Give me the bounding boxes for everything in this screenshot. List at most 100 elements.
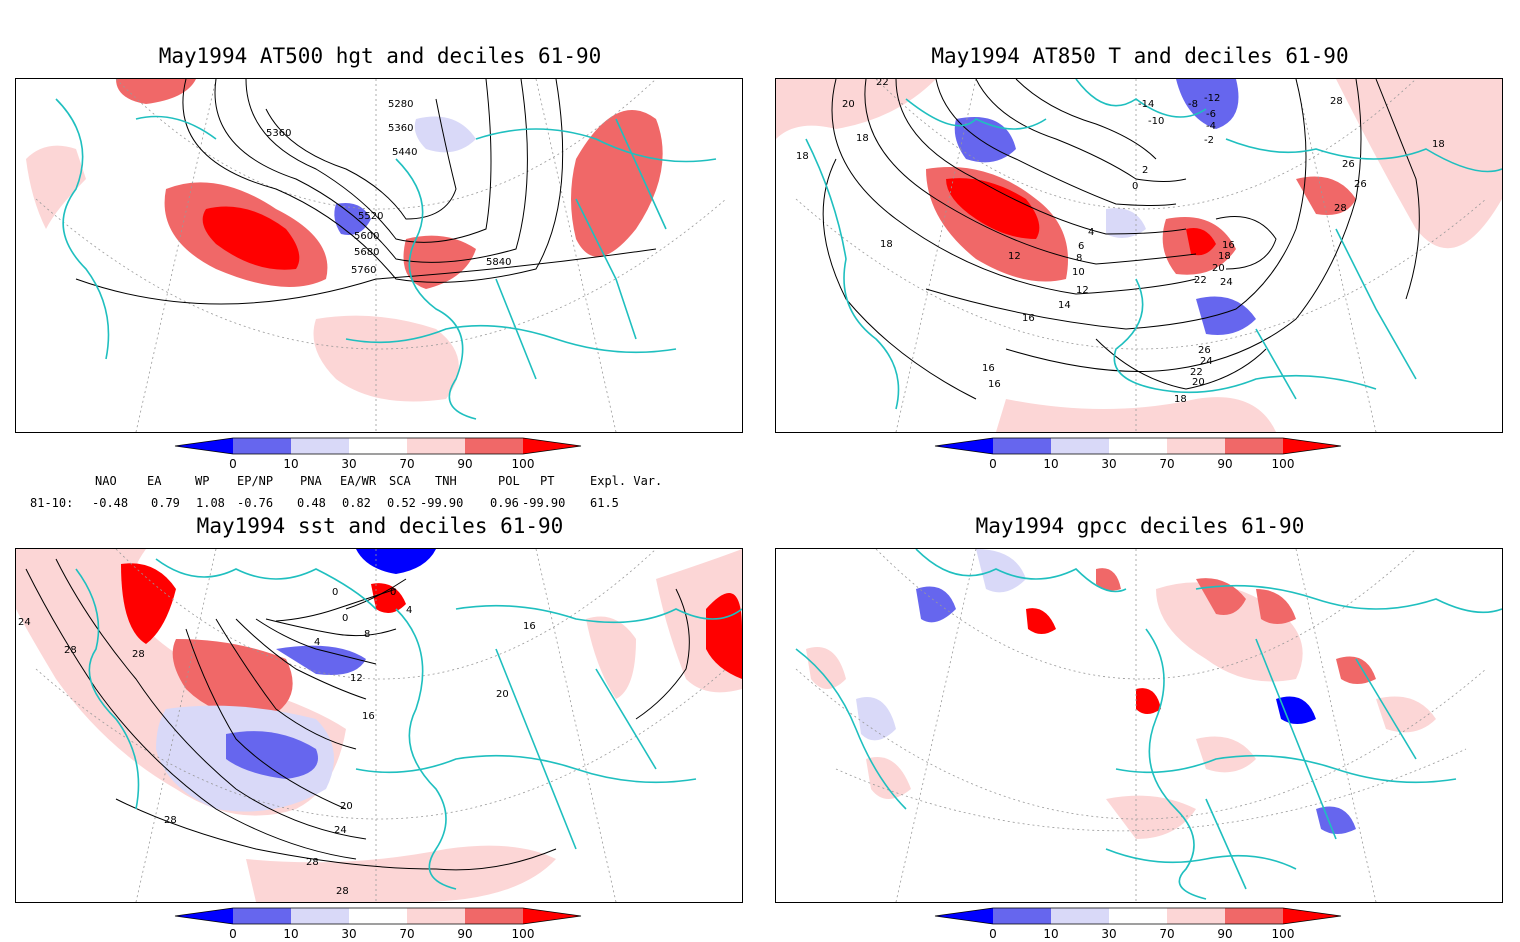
colorbar-swatch [407, 908, 465, 924]
svg-text:18: 18 [856, 133, 869, 144]
svg-text:2: 2 [1142, 165, 1148, 176]
svg-text:70: 70 [399, 457, 414, 471]
svg-text:-4: -4 [1206, 121, 1216, 132]
decile-below-10 [226, 731, 318, 779]
svg-text:10: 10 [1043, 927, 1058, 941]
svg-text:0: 0 [390, 587, 396, 598]
colorbar-svg: 0 10 30 70 90 100 [174, 907, 582, 941]
colorbar-swatch [175, 908, 233, 924]
svg-text:12: 12 [1008, 251, 1021, 262]
graticule [795, 79, 1487, 432]
svg-text:-2: -2 [1204, 135, 1214, 146]
svg-text:20: 20 [496, 689, 509, 700]
decile-below-10 [1176, 79, 1239, 129]
svg-text:16: 16 [523, 621, 536, 632]
svg-text:18: 18 [880, 239, 893, 250]
coastlines [795, 549, 1502, 900]
map-gpcc-canvas [795, 549, 1502, 902]
svg-text:30: 30 [1101, 927, 1116, 941]
svg-text:-12: -12 [1204, 93, 1220, 104]
panel-title-sst: May1994 sst and deciles 61-90 [196, 514, 564, 538]
svg-text:-14: -14 [1138, 99, 1154, 110]
coastlines [75, 558, 742, 890]
map-sst: 24 28 28 0 0 4 8 12 16 20 20 24 28 28 28… [15, 548, 743, 903]
colorbar-ticks: 0 10 30 70 90 100 [229, 457, 534, 471]
svg-text:70: 70 [1159, 457, 1174, 471]
graticule [795, 549, 1487, 902]
svg-text:28: 28 [1330, 96, 1343, 107]
decile-70-90 [313, 315, 459, 402]
svg-text:20: 20 [1212, 263, 1225, 274]
decile-90-100 [1296, 176, 1356, 215]
svg-text:5600: 5600 [354, 231, 379, 242]
svg-text:70: 70 [399, 927, 414, 941]
svg-text:26: 26 [1342, 159, 1355, 170]
colorbar-swatch [935, 908, 993, 924]
contour-labels: 24 28 28 0 0 4 8 12 16 20 20 24 28 28 28… [18, 587, 536, 897]
colorbar-swatch [993, 908, 1051, 924]
svg-text:0: 0 [342, 613, 348, 624]
svg-text:-10: -10 [1148, 116, 1164, 127]
graticule [35, 79, 727, 432]
decile-70-90 [246, 845, 556, 902]
svg-text:4: 4 [406, 605, 412, 616]
index-header: SCA [389, 474, 411, 488]
svg-text:10: 10 [1043, 457, 1058, 471]
decile-70-90 [26, 145, 86, 229]
colorbar-swatch [175, 438, 233, 454]
index-header: EA/WR [340, 474, 377, 488]
colorbar-ticks: 0 10 30 70 90 100 [229, 927, 534, 941]
index-header: Expl. Var. [590, 474, 663, 488]
colorbar-hgt500: 0 10 30 70 90 100 [174, 437, 595, 472]
colorbar-swatch [935, 438, 993, 454]
colorbar-swatch [1051, 438, 1109, 454]
svg-text:22: 22 [1194, 275, 1207, 286]
svg-text:4: 4 [1088, 227, 1094, 238]
colorbar-swatch [407, 438, 465, 454]
colorbar-swatch [1283, 908, 1341, 924]
decile-below-10 [334, 203, 371, 235]
svg-text:90: 90 [1217, 927, 1232, 941]
svg-text:-6: -6 [1206, 109, 1216, 120]
svg-text:0: 0 [332, 587, 338, 598]
index-header: PNA [300, 474, 322, 488]
height-contours [75, 79, 657, 305]
svg-text:10: 10 [283, 927, 298, 941]
decile-above-100 [371, 583, 406, 613]
colorbar-t850: 0 10 30 70 90 100 [934, 437, 1355, 472]
colorbar-sst: 0 10 30 70 90 100 [174, 907, 595, 942]
colorbar-svg: 0 10 30 70 90 100 [174, 437, 582, 471]
svg-text:0: 0 [229, 927, 237, 941]
contour-labels: 5280 5360 5360 5440 5520 5600 5680 5760 … [266, 99, 511, 276]
svg-text:16: 16 [1022, 313, 1035, 324]
svg-text:5280: 5280 [388, 99, 413, 110]
map-hgt500-canvas: 5280 5360 5360 5440 5520 5600 5680 5760 … [16, 79, 742, 432]
index-header: WP [195, 474, 210, 488]
outside-domain [1356, 79, 1502, 432]
index-value: 0.96 [490, 496, 519, 510]
colorbar-swatch [523, 908, 581, 924]
svg-text:0: 0 [1132, 181, 1138, 192]
svg-text:5360: 5360 [388, 123, 413, 134]
map-gpcc [775, 548, 1503, 903]
svg-text:0: 0 [989, 927, 997, 941]
decile-below-10 [1196, 296, 1256, 335]
teleconnection-indices: NAO EA WP EP/NP PNA EA/WR SCA TNH POL PT… [0, 474, 760, 514]
colorbar-gpcc: 0 10 30 70 90 100 [934, 907, 1355, 942]
index-value: -99.90 [420, 496, 464, 510]
index-value: -0.48 [92, 496, 129, 510]
index-header: POL [498, 474, 520, 488]
map-hgt500: 5280 5360 5360 5440 5520 5600 5680 5760 … [15, 78, 743, 433]
svg-text:18: 18 [1432, 139, 1445, 150]
svg-text:16: 16 [982, 363, 995, 374]
svg-text:100: 100 [512, 457, 535, 471]
decile-above-100 [1186, 228, 1216, 256]
svg-text:26: 26 [1198, 345, 1211, 356]
svg-text:5760: 5760 [351, 265, 376, 276]
svg-text:18: 18 [1174, 394, 1187, 405]
index-header: PT [540, 474, 555, 488]
index-value: -99.90 [522, 496, 566, 510]
map-sst-canvas: 24 28 28 0 0 4 8 12 16 20 20 24 28 28 28… [16, 549, 742, 902]
decile-above-0 [356, 549, 436, 574]
svg-text:5680: 5680 [354, 247, 379, 258]
